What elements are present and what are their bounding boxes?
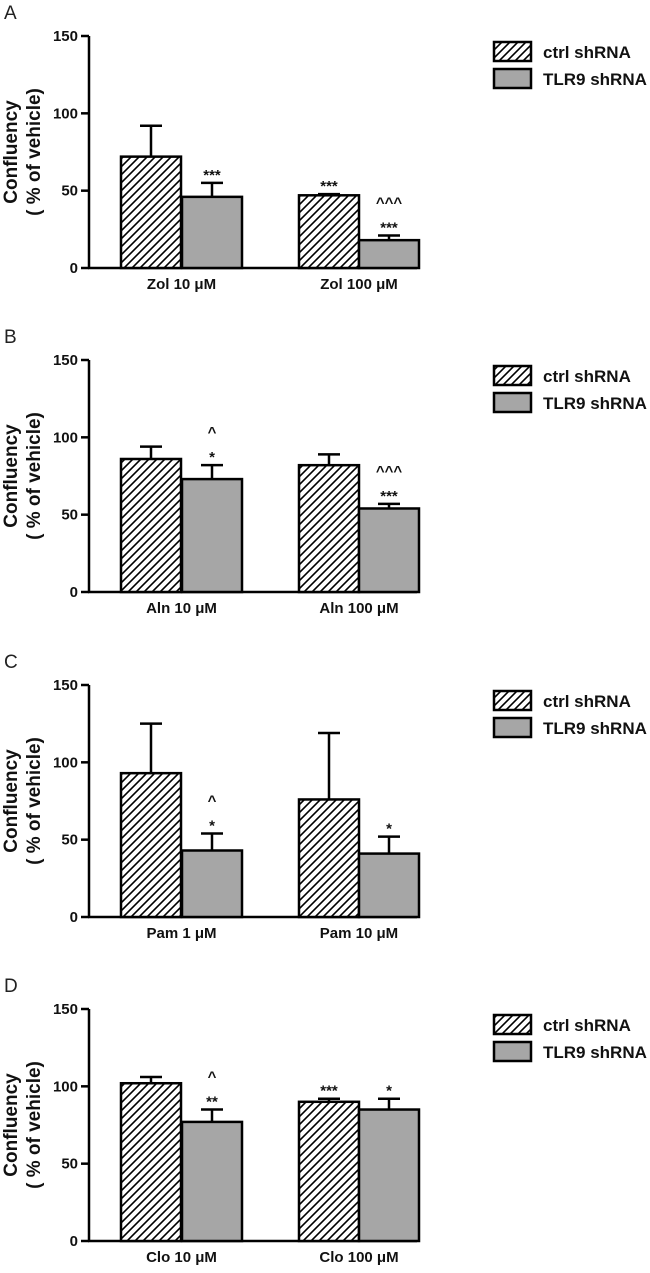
- y-axis-label: Confluency: [1, 1073, 22, 1177]
- x-category-label: Pam 1 μM: [146, 925, 216, 942]
- significance-caret: ^: [208, 1069, 217, 1086]
- panel-label: C: [4, 652, 18, 673]
- panel-label: D: [4, 976, 18, 997]
- y-axis-label: Confluency: [1, 749, 22, 853]
- bar-ctrl-shrna: [119, 457, 183, 594]
- panel-c: C Confluency( % of vehicle) 0 50 100 150 * ^ Pam…: [1, 652, 647, 942]
- bar-tlr9-shrna: [180, 477, 244, 594]
- bar-tlr9-shrna: [180, 1120, 244, 1243]
- x-category-label: Aln 10 μM: [146, 600, 217, 617]
- bar-tlr9-shrna: [357, 852, 421, 919]
- legend-label-ctrl: ctrl shRNA: [543, 43, 631, 62]
- significance-asterisk: *: [386, 1083, 392, 1100]
- panel-label: B: [4, 327, 17, 348]
- panel-d: D Confluency( % of vehicle) 0 50 100 150 ** ^ Cl…: [1, 976, 647, 1266]
- bar-ctrl-shrna: [119, 155, 183, 270]
- legend-label-tlr9: TLR9 shRNA: [543, 1043, 647, 1062]
- legend-swatch-ctrl: [492, 689, 533, 712]
- significance-asterisk: ***: [380, 220, 398, 237]
- bar-ctrl-shrna: [297, 1100, 361, 1243]
- x-category-label: Aln 100 μM: [319, 600, 398, 617]
- y-tick-label: 0: [70, 909, 78, 926]
- bar-ctrl-shrna: [119, 1081, 183, 1243]
- y-tick-label: 150: [53, 352, 78, 369]
- legend-label-tlr9: TLR9 shRNA: [543, 719, 647, 738]
- bar-ctrl-shrna: [297, 194, 361, 270]
- legend-swatch-tlr9: [492, 1040, 533, 1063]
- legend-label-tlr9: TLR9 shRNA: [543, 394, 647, 413]
- legend-swatch-tlr9: [492, 716, 533, 739]
- legend-label-tlr9: TLR9 shRNA: [543, 70, 647, 89]
- panel-b: B Confluency( % of vehicle) 0 50 100 150 * ^ Aln…: [1, 327, 647, 617]
- y-axis-label-line2: ( % of vehicle): [24, 737, 45, 865]
- significance-asterisk: ***: [203, 167, 221, 184]
- y-axis-label: Confluency: [1, 100, 22, 204]
- significance-asterisk: ***: [320, 178, 338, 195]
- y-tick-label: 50: [61, 1156, 78, 1173]
- legend-label-ctrl: ctrl shRNA: [543, 1016, 631, 1035]
- significance-asterisk: *: [386, 821, 392, 838]
- bar-ctrl-shrna: [119, 771, 183, 919]
- y-tick-label: 0: [70, 584, 78, 601]
- legend-swatch-tlr9: [492, 391, 533, 414]
- y-axis-label-line2: ( % of vehicle): [24, 412, 45, 540]
- significance-caret: ^: [208, 792, 217, 809]
- significance-asterisk: *: [209, 449, 215, 466]
- bar-tlr9-shrna: [357, 1108, 421, 1243]
- y-tick-label: 100: [53, 1078, 78, 1095]
- x-category-label: Clo 10 μM: [146, 1249, 217, 1266]
- significance-asterisk: *: [209, 817, 215, 834]
- legend-swatch-ctrl: [492, 1013, 533, 1036]
- panel-label: A: [4, 3, 17, 24]
- y-tick-label: 0: [70, 1233, 78, 1250]
- significance-asterisk: ***: [320, 1083, 338, 1100]
- bar-tlr9-shrna: [357, 507, 421, 594]
- significance-asterisk: **: [206, 1094, 218, 1111]
- legend-swatch-ctrl: [492, 364, 533, 387]
- y-axis-label-line2: ( % of vehicle): [24, 1061, 45, 1189]
- y-tick-label: 150: [53, 677, 78, 694]
- bar-ctrl-shrna: [297, 798, 361, 919]
- y-tick-label: 150: [53, 1001, 78, 1018]
- y-tick-label: 100: [53, 105, 78, 122]
- bar-tlr9-shrna: [180, 195, 244, 270]
- x-category-label: Zol 100 μM: [320, 276, 398, 293]
- bar-tlr9-shrna: [357, 238, 421, 270]
- y-tick-label: 150: [53, 28, 78, 45]
- x-category-label: Pam 10 μM: [320, 925, 398, 942]
- y-tick-label: 100: [53, 429, 78, 446]
- y-tick-label: 50: [61, 183, 78, 200]
- legend-label-ctrl: ctrl shRNA: [543, 367, 631, 386]
- x-category-label: Zol 10 μM: [147, 276, 216, 293]
- y-axis-label: Confluency: [1, 424, 22, 528]
- bar-ctrl-shrna: [297, 463, 361, 594]
- significance-caret: ^^^: [376, 195, 403, 212]
- y-axis-label-line2: ( % of vehicle): [24, 88, 45, 216]
- panel-a: A Confluency( % of vehicle) 0 50 100 150 *** Zo…: [1, 3, 647, 293]
- y-tick-label: 50: [61, 507, 78, 524]
- legend-swatch-ctrl: [492, 40, 533, 63]
- y-tick-label: 50: [61, 832, 78, 849]
- bar-tlr9-shrna: [180, 849, 244, 919]
- legend-label-ctrl: ctrl shRNA: [543, 692, 631, 711]
- significance-caret: ^^^: [376, 463, 403, 480]
- legend-swatch-tlr9: [492, 67, 533, 90]
- x-category-label: Clo 100 μM: [319, 1249, 398, 1266]
- y-tick-label: 0: [70, 260, 78, 277]
- y-tick-label: 100: [53, 754, 78, 771]
- significance-asterisk: ***: [380, 488, 398, 505]
- significance-caret: ^: [208, 424, 217, 441]
